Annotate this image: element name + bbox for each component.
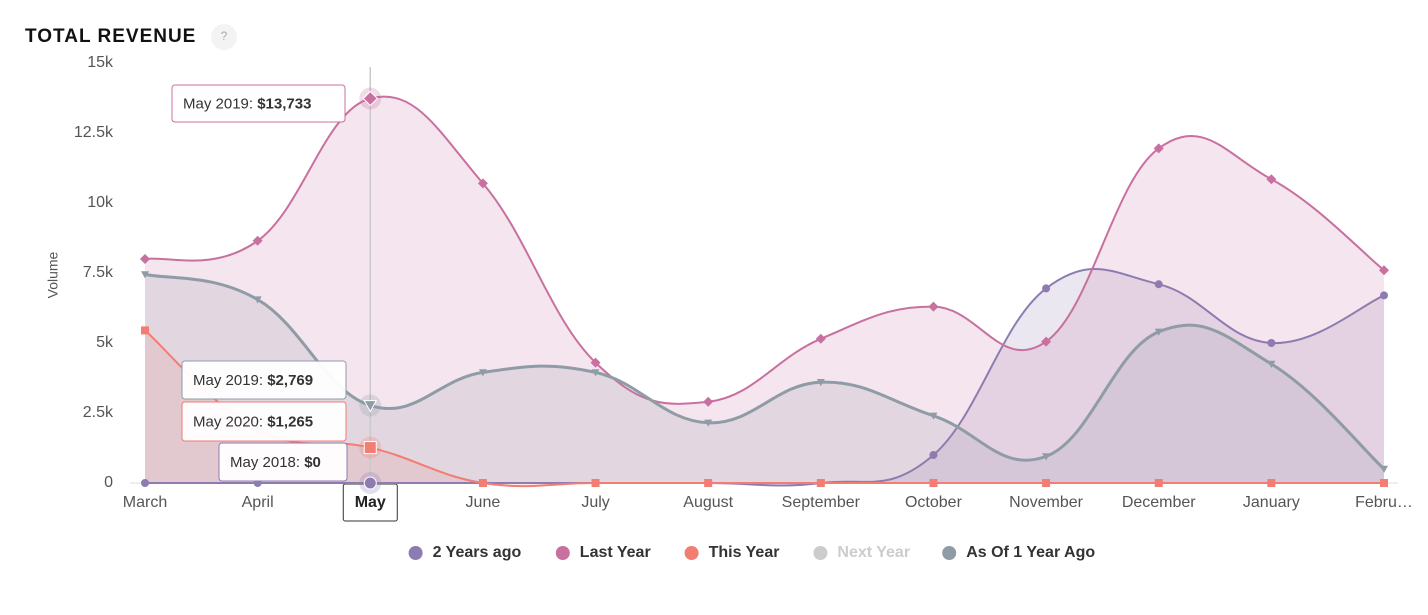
x-tick-label: Febru… — [1355, 494, 1413, 511]
marker — [141, 326, 149, 335]
y-tick-label: 5k — [96, 334, 114, 351]
marker — [1153, 143, 1164, 154]
line — [144, 272, 1386, 471]
marker — [1380, 291, 1388, 300]
y-tick-label: 0 — [104, 474, 113, 491]
marker — [141, 479, 149, 487]
marker — [1154, 280, 1163, 289]
marker — [816, 479, 825, 487]
line — [144, 95, 1385, 405]
legend-label[interactable]: 2 Years ago — [433, 544, 522, 561]
marker — [1380, 465, 1388, 473]
help-icon[interactable] — [211, 24, 237, 50]
y-axis-label: Volume — [45, 251, 61, 298]
marker — [1041, 336, 1052, 347]
tooltip-text: May 2019: $2,769 — [193, 372, 313, 389]
marker — [1154, 328, 1163, 336]
tooltip-label: May 2019: — [193, 372, 263, 389]
tooltip-text: May 2019: $13,733 — [183, 95, 311, 112]
tooltip — [181, 401, 347, 442]
marker — [363, 441, 377, 455]
tooltip-label: May 2018: — [230, 454, 300, 471]
marker — [703, 396, 714, 407]
x-tick-label: April — [242, 494, 274, 511]
marker — [1380, 479, 1388, 487]
y-tick-label: 15k — [87, 54, 114, 71]
legend-label[interactable]: This Year — [709, 544, 780, 561]
marker — [590, 357, 601, 368]
x-tick-label: November — [1009, 494, 1083, 511]
y-tick-label: 2.5k — [83, 404, 114, 421]
marker — [591, 369, 600, 377]
marker — [140, 254, 150, 264]
marker — [591, 479, 600, 487]
tooltip-amount: $0 — [304, 454, 321, 471]
x-tick-label: May — [355, 494, 386, 511]
tooltip-amount: $1,265 — [267, 413, 313, 430]
x-tick-label: December — [1122, 494, 1196, 511]
x-tick-label: January — [1243, 494, 1300, 511]
tooltip-label: May 2020: — [193, 413, 263, 430]
x-tick-label: June — [466, 494, 501, 511]
marker — [1042, 284, 1051, 293]
marker — [704, 479, 713, 487]
y-tick-label: 10k — [87, 194, 114, 211]
tooltip-text: May 2020: $1,265 — [193, 413, 313, 430]
legend-symbol[interactable] — [408, 546, 423, 560]
tooltip — [171, 84, 346, 123]
marker — [1042, 453, 1051, 461]
marker — [929, 479, 938, 487]
tooltip-label: May 2019: — [183, 95, 253, 112]
marker — [815, 333, 826, 344]
marker — [929, 412, 938, 420]
marker — [478, 369, 487, 377]
area — [145, 274, 1384, 483]
help-text[interactable]: ? — [221, 29, 228, 43]
marker — [929, 451, 938, 459]
tooltip — [218, 442, 348, 482]
marker — [1266, 174, 1277, 185]
marker — [928, 301, 939, 312]
x-tick-label: September — [782, 494, 861, 511]
marker — [1379, 265, 1389, 276]
x-tick-label: October — [905, 494, 963, 511]
tooltip-text: May 2018: $0 — [230, 454, 321, 471]
y-tick-label: 7.5k — [83, 264, 114, 281]
legend-symbol[interactable] — [942, 546, 957, 560]
legend-label[interactable]: Next Year — [837, 544, 910, 561]
area — [145, 268, 1384, 486]
y-tick-label: 12.5k — [74, 124, 114, 141]
marker — [1267, 479, 1276, 487]
tooltip-amount: $13,733 — [257, 95, 311, 112]
marker — [363, 400, 378, 413]
marker — [253, 296, 262, 304]
marker — [478, 479, 487, 487]
marker — [362, 90, 378, 107]
marker — [704, 419, 713, 427]
x-tick-label: August — [683, 494, 733, 511]
tooltip-amount: $2,769 — [267, 372, 313, 389]
marker — [477, 178, 488, 189]
chart-title: TOTAL REVENUE — [25, 26, 196, 47]
legend-symbol[interactable] — [813, 546, 828, 560]
marker — [141, 271, 149, 279]
legend-symbol[interactable] — [684, 546, 699, 560]
legend-label[interactable]: As Of 1 Year Ago — [966, 544, 1095, 561]
marker — [1267, 339, 1276, 347]
tooltip — [181, 360, 347, 400]
area — [145, 96, 1384, 483]
legend-label[interactable]: Last Year — [580, 544, 651, 561]
legend-symbol[interactable] — [555, 546, 570, 560]
x-tick-label: July — [581, 494, 609, 511]
marker — [252, 235, 263, 246]
marker — [1267, 360, 1276, 368]
marker — [816, 379, 825, 387]
marker — [363, 476, 377, 490]
marker — [1154, 479, 1163, 487]
x-tick-label: March — [123, 494, 167, 511]
marker — [1042, 479, 1051, 487]
